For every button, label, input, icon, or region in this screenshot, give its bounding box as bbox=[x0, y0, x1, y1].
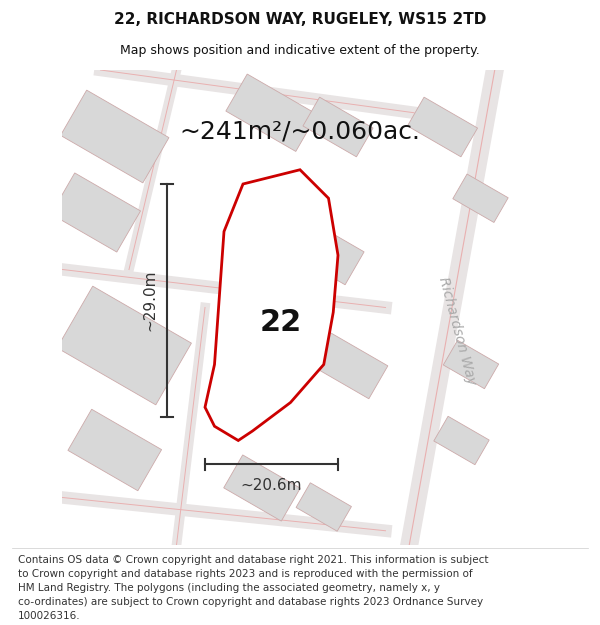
Polygon shape bbox=[303, 97, 373, 157]
Polygon shape bbox=[296, 482, 352, 531]
Polygon shape bbox=[224, 455, 300, 521]
Polygon shape bbox=[57, 286, 191, 405]
Text: Map shows position and indicative extent of the property.: Map shows position and indicative extent… bbox=[120, 44, 480, 57]
Text: Richardson Way: Richardson Way bbox=[436, 276, 478, 387]
Text: 22, RICHARDSON WAY, RUGELEY, WS15 2TD: 22, RICHARDSON WAY, RUGELEY, WS15 2TD bbox=[114, 12, 486, 27]
Polygon shape bbox=[283, 216, 364, 285]
Polygon shape bbox=[307, 330, 388, 399]
Text: ~29.0m: ~29.0m bbox=[143, 269, 158, 331]
Text: co-ordinates) are subject to Crown copyright and database rights 2023 Ordnance S: co-ordinates) are subject to Crown copyr… bbox=[18, 597, 483, 607]
Text: 22: 22 bbox=[260, 308, 302, 337]
Polygon shape bbox=[61, 90, 169, 183]
Text: Contains OS data © Crown copyright and database right 2021. This information is : Contains OS data © Crown copyright and d… bbox=[18, 554, 488, 564]
Polygon shape bbox=[453, 174, 508, 222]
Polygon shape bbox=[434, 416, 489, 465]
Text: to Crown copyright and database rights 2023 and is reproduced with the permissio: to Crown copyright and database rights 2… bbox=[18, 569, 473, 579]
Text: 100026316.: 100026316. bbox=[18, 611, 80, 621]
Polygon shape bbox=[51, 173, 140, 252]
Polygon shape bbox=[443, 340, 499, 389]
Polygon shape bbox=[205, 170, 338, 441]
Polygon shape bbox=[68, 409, 161, 491]
Text: HM Land Registry. The polygons (including the associated geometry, namely x, y: HM Land Registry. The polygons (includin… bbox=[18, 582, 440, 592]
Text: ~241m²/~0.060ac.: ~241m²/~0.060ac. bbox=[179, 120, 421, 144]
Polygon shape bbox=[407, 97, 478, 157]
Polygon shape bbox=[226, 74, 317, 151]
Text: ~20.6m: ~20.6m bbox=[241, 478, 302, 493]
